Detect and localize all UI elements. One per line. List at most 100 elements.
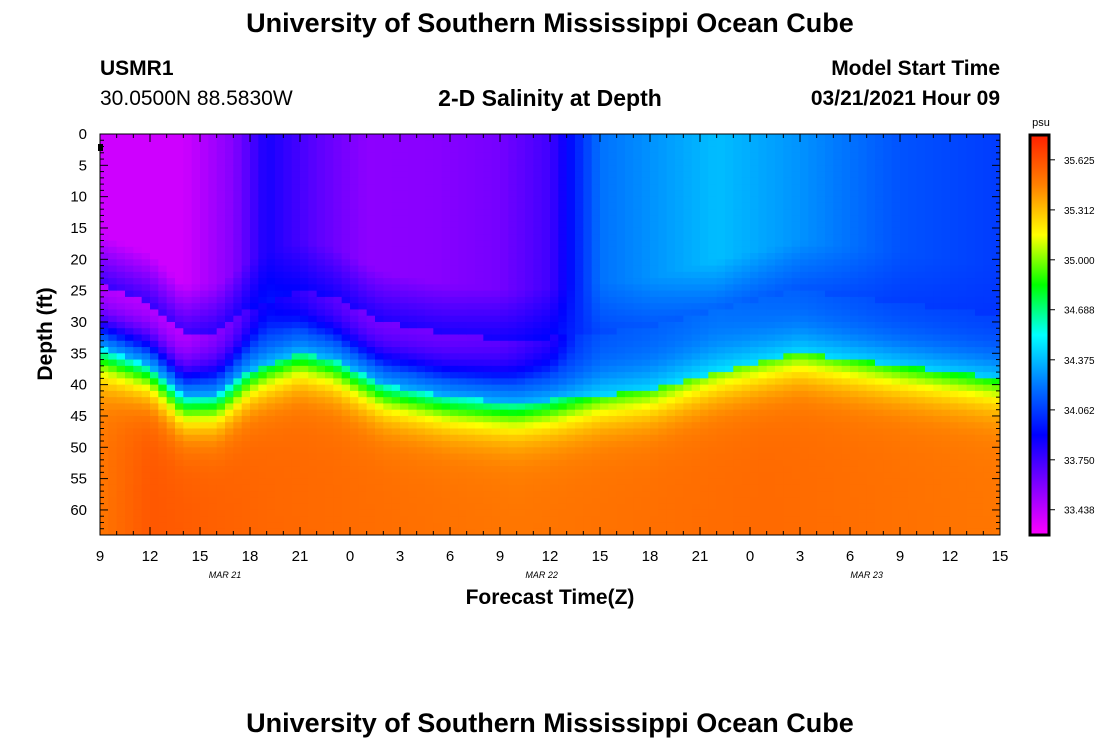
- heatmap-cell: [125, 240, 134, 248]
- heatmap-cell: [625, 152, 634, 160]
- heatmap-cell: [400, 528, 409, 535]
- heatmap-cell: [533, 472, 543, 480]
- heatmap-cell: [700, 428, 709, 436]
- heatmap-cell: [466, 303, 476, 311]
- heatmap-cell: [216, 240, 226, 248]
- heatmap-cell: [533, 253, 543, 260]
- heatmap-cell: [241, 246, 251, 254]
- heatmap-cell: [216, 484, 226, 492]
- heatmap-cell: [608, 284, 618, 292]
- heatmap-cell: [183, 415, 193, 423]
- heatmap-cell: [416, 466, 426, 473]
- heatmap-cell: [675, 403, 684, 411]
- heatmap-cell: [208, 159, 218, 166]
- heatmap-cell: [141, 265, 151, 273]
- heatmap-cell: [308, 290, 318, 298]
- heatmap-cell: [433, 152, 443, 160]
- heatmap-cell: [458, 409, 468, 417]
- heatmap-cell: [500, 209, 509, 217]
- heatmap-cell: [608, 509, 618, 517]
- heatmap-cell: [591, 221, 601, 229]
- heatmap-cell: [425, 365, 434, 373]
- heatmap-cell: [400, 365, 409, 373]
- heatmap-cell: [725, 253, 734, 260]
- heatmap-cell: [500, 165, 509, 173]
- heatmap-cell: [133, 472, 143, 480]
- heatmap-cell: [716, 472, 726, 480]
- heatmap-cell: [191, 353, 201, 361]
- heatmap-cell: [291, 428, 301, 436]
- heatmap-cell: [516, 221, 526, 229]
- heatmap-cell: [466, 390, 476, 398]
- heatmap-cell: [566, 334, 576, 342]
- heatmap-cell: [283, 528, 293, 535]
- heatmap-cell: [316, 303, 326, 311]
- heatmap-cell: [558, 409, 568, 417]
- heatmap-cell: [350, 202, 359, 210]
- heatmap-cell: [116, 447, 126, 455]
- heatmap-cell: [558, 447, 568, 455]
- heatmap-cell: [116, 472, 126, 480]
- heatmap-cell: [641, 209, 651, 217]
- heatmap-cell: [283, 434, 293, 442]
- heatmap-cell: [316, 227, 326, 235]
- heatmap-cell: [283, 447, 293, 455]
- heatmap-cell: [166, 303, 176, 311]
- heatmap-cell: [575, 284, 584, 292]
- heatmap-cell: [691, 196, 701, 204]
- heatmap-cell: [391, 271, 401, 279]
- heatmap-cell: [575, 415, 584, 423]
- heatmap-cell: [158, 190, 168, 198]
- heatmap-cell: [108, 340, 118, 348]
- heatmap-cell: [100, 259, 109, 267]
- heatmap-cell: [275, 516, 284, 524]
- heatmap-cell: [741, 152, 751, 160]
- heatmap-cell: [666, 453, 676, 461]
- heatmap-cell: [250, 159, 259, 166]
- heatmap-cell: [233, 227, 243, 235]
- heatmap-cell: [500, 359, 509, 367]
- heatmap-cell: [216, 497, 226, 505]
- heatmap-cell: [316, 447, 326, 455]
- heatmap-cell: [308, 522, 318, 530]
- heatmap-cell: [583, 353, 593, 361]
- heatmap-cell: [525, 384, 534, 392]
- heatmap-cell: [691, 528, 701, 535]
- heatmap-cell: [250, 378, 259, 386]
- heatmap-cell: [416, 259, 426, 267]
- heatmap-cell: [425, 390, 434, 398]
- heatmap-cell: [716, 447, 726, 455]
- heatmap-cell: [633, 165, 643, 173]
- heatmap-cell: [416, 240, 426, 248]
- heatmap-cell: [258, 434, 268, 442]
- heatmap-cell: [475, 397, 484, 405]
- heatmap-cell: [566, 259, 576, 267]
- heatmap-cell: [450, 303, 459, 311]
- heatmap-cell: [133, 516, 143, 524]
- heatmap-cell: [408, 459, 418, 467]
- heatmap-cell: [366, 215, 376, 223]
- heatmap-cell: [216, 522, 226, 530]
- heatmap-cell: [458, 390, 468, 398]
- heatmap-cell: [475, 447, 484, 455]
- heatmap-cell: [691, 415, 701, 423]
- heatmap-cell: [200, 259, 209, 267]
- heatmap-cell: [700, 472, 709, 480]
- heatmap-cell: [291, 516, 301, 524]
- heatmap-cell: [700, 253, 709, 260]
- heatmap-cell: [383, 171, 393, 179]
- heatmap-cell: [350, 315, 359, 323]
- heatmap-cell: [266, 484, 276, 492]
- heatmap-cell: [125, 334, 134, 342]
- heatmap-cell: [416, 353, 426, 361]
- heatmap-cell: [608, 303, 618, 311]
- heatmap-cell: [208, 422, 218, 430]
- heatmap-cell: [116, 209, 126, 217]
- heatmap-cell: [558, 466, 568, 473]
- heatmap-cell: [475, 196, 484, 204]
- heatmap-cell: [433, 296, 443, 304]
- heatmap-cell: [108, 516, 118, 524]
- heatmap-cell: [441, 146, 451, 154]
- heatmap-cell: [158, 347, 168, 354]
- heatmap-cell: [441, 453, 451, 461]
